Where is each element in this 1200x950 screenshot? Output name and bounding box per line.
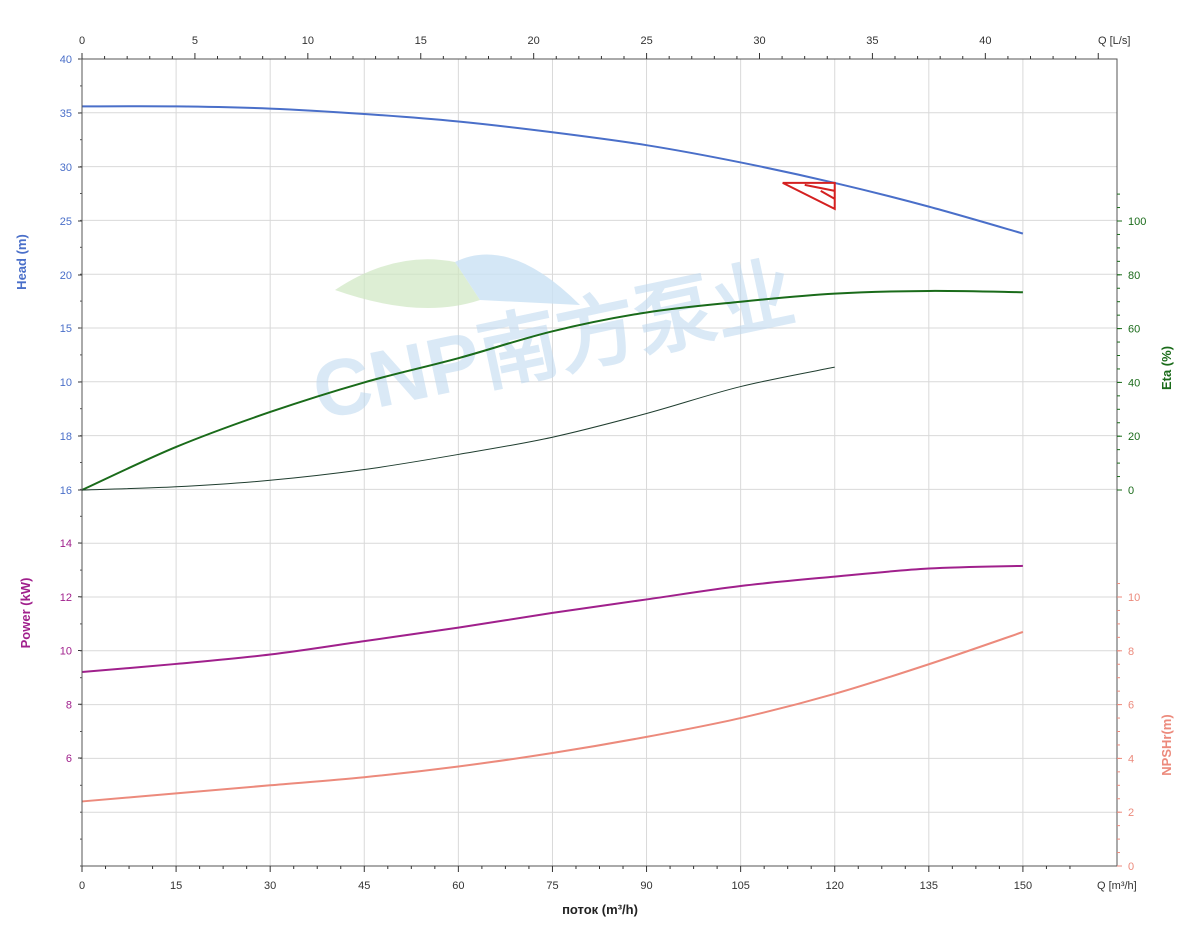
x-bottom-tick-label: 90 bbox=[640, 880, 652, 892]
x-bottom-tick-label: 60 bbox=[452, 880, 464, 892]
x-top-unit-label: Q [L/s] bbox=[1098, 35, 1130, 47]
x-bottom-tick-label: 15 bbox=[170, 880, 182, 892]
head-axis-title: Head (m) bbox=[14, 234, 29, 290]
eta-tick-label: 20 bbox=[1128, 431, 1140, 443]
x-axis-title: поток (m³/h) bbox=[562, 902, 638, 917]
npsh-axis-title: NPSHr(m) bbox=[1159, 714, 1174, 775]
curves bbox=[81, 105, 1024, 803]
power-axis-title: Power (kW) bbox=[18, 578, 33, 649]
x-bottom-tick-label: 45 bbox=[358, 880, 370, 892]
head-tick-label: 10 bbox=[60, 377, 72, 389]
head-tick-label: 30 bbox=[60, 162, 72, 174]
x-bottom-tick-label: 75 bbox=[546, 880, 558, 892]
x-bottom-unit-label: Q [m³/h] bbox=[1097, 880, 1137, 892]
head-tick-label: 40 bbox=[60, 54, 72, 66]
x-top-tick-label: 15 bbox=[415, 35, 427, 47]
curve-head bbox=[81, 105, 1024, 235]
eta-tick-label: 40 bbox=[1128, 377, 1140, 389]
x-top-tick-label: 40 bbox=[979, 35, 991, 47]
npsh-tick-label: 2 bbox=[1128, 807, 1134, 819]
npsh-tick-label: 4 bbox=[1128, 753, 1134, 765]
eta-tick-label: 0 bbox=[1128, 485, 1134, 497]
x-bottom-tick-label: 30 bbox=[264, 880, 276, 892]
head-tick-label: 18 bbox=[60, 431, 72, 443]
head-tick-label: 20 bbox=[60, 270, 72, 282]
x-top-tick-label: 30 bbox=[753, 35, 765, 47]
curve-eta bbox=[81, 289, 1023, 491]
eta-tick-label: 60 bbox=[1128, 324, 1140, 336]
power-tick-label: 8 bbox=[66, 699, 72, 711]
eta-axis-title: Eta (%) bbox=[1159, 346, 1174, 390]
curve-system bbox=[81, 366, 835, 491]
npsh-tick-label: 0 bbox=[1128, 861, 1134, 873]
eta-tick-label: 80 bbox=[1128, 270, 1140, 282]
npsh-tick-label: 6 bbox=[1128, 700, 1134, 712]
head-tick-label: 35 bbox=[60, 108, 72, 120]
x-bottom-tick-label: 135 bbox=[920, 880, 938, 892]
axes bbox=[78, 53, 1122, 872]
curve-npshr bbox=[81, 631, 1024, 803]
npsh-tick-label: 8 bbox=[1128, 646, 1134, 658]
watermark-leaf-green bbox=[335, 259, 480, 308]
duty-point-marker bbox=[782, 181, 836, 211]
power-tick-label: 10 bbox=[60, 646, 72, 658]
power-tick-label: 6 bbox=[66, 753, 72, 765]
x-top-tick-label: 35 bbox=[866, 35, 878, 47]
x-bottom-tick-label: 120 bbox=[826, 880, 844, 892]
x-top-tick-label: 10 bbox=[302, 35, 314, 47]
x-bottom-tick-label: 0 bbox=[79, 880, 85, 892]
x-top-tick-label: 0 bbox=[79, 35, 85, 47]
power-tick-label: 12 bbox=[60, 592, 72, 604]
grid bbox=[81, 58, 1117, 867]
head-tick-label: 25 bbox=[60, 216, 72, 228]
head-tick-label: 15 bbox=[60, 323, 72, 335]
x-bottom-tick-label: 150 bbox=[1014, 880, 1032, 892]
npsh-tick-label: 10 bbox=[1128, 592, 1140, 604]
x-top-tick-label: 5 bbox=[192, 35, 198, 47]
head-tick-label: 16 bbox=[60, 485, 72, 497]
watermark-leaf-blue bbox=[455, 254, 580, 305]
x-top-tick-label: 25 bbox=[640, 35, 652, 47]
power-tick-label: 14 bbox=[60, 538, 72, 550]
x-bottom-tick-label: 105 bbox=[731, 880, 749, 892]
curve-power bbox=[81, 564, 1023, 673]
eta-tick-label: 100 bbox=[1128, 216, 1146, 228]
x-top-tick-label: 20 bbox=[528, 35, 540, 47]
